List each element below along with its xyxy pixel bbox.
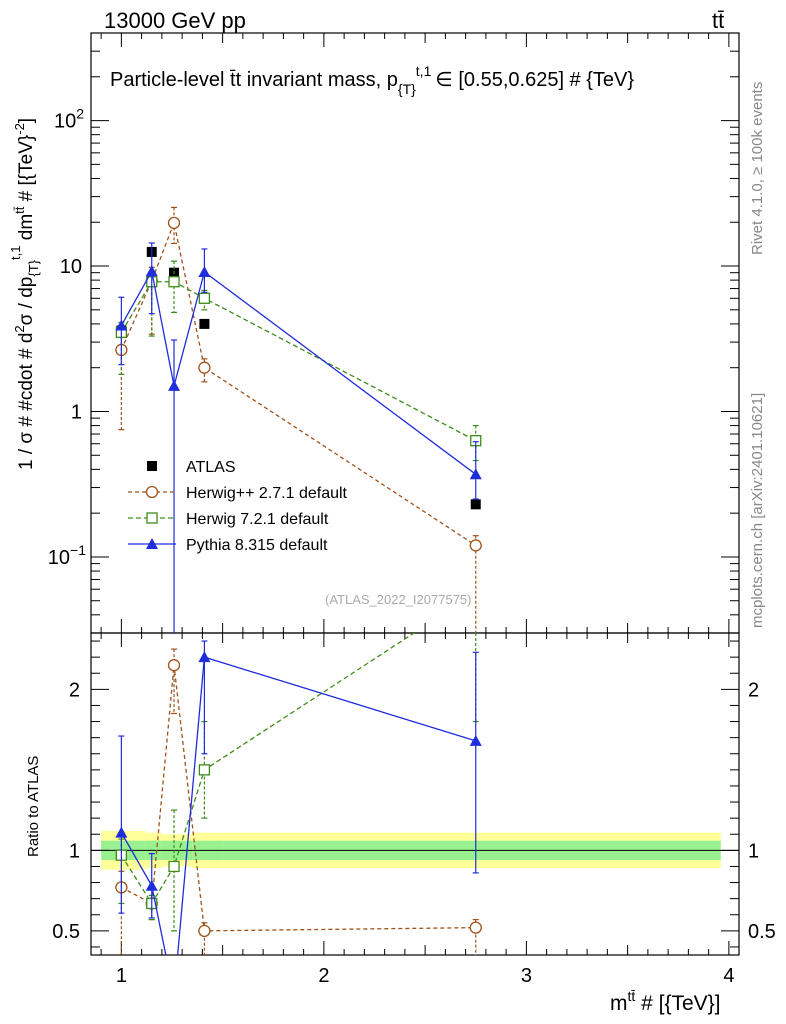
y-tick-label: 10−1	[48, 542, 86, 569]
legend-label: ATLAS	[186, 459, 236, 476]
x-tick-label: 4	[723, 965, 734, 987]
data-point-ratio	[168, 860, 180, 873]
ratio-tick-label-right: 1	[748, 840, 759, 862]
ratio-tick-label-right: 2	[748, 679, 759, 701]
data-point-ratio	[469, 921, 482, 934]
legend-entry: Herwig++ 2.7.1 default	[128, 485, 348, 502]
legend-entry: ATLAS	[147, 459, 236, 476]
data-point-ratio	[469, 734, 482, 746]
legend-entry: Pythia 8.315 default	[128, 537, 328, 554]
data-point-main	[199, 318, 210, 329]
data-point-ratio	[145, 879, 158, 891]
legend-label: Herwig 7.2.1 default	[186, 511, 329, 528]
data-point-main	[470, 499, 481, 510]
series-pythia-8-315-default	[115, 242, 482, 955]
y-tick-label: 102	[54, 106, 84, 133]
y-tick-label: 10	[60, 256, 82, 278]
data-point-main	[145, 265, 158, 277]
legend-marker	[145, 485, 159, 499]
x-tick-label: 3	[521, 965, 532, 987]
legend: ATLAS Herwig++ 2.7.1 default Herwig 7.2.1 …	[128, 459, 348, 554]
data-point-main	[198, 265, 211, 277]
side-text-mcplots: mcplots.cern.ch [arXiv:2401.10621]	[749, 393, 766, 628]
ratio-y-axis-label: Ratio to ATLAS	[25, 756, 42, 857]
series-line-main	[120, 220, 477, 546]
data-point-main	[168, 276, 180, 288]
data-point-main	[167, 216, 181, 230]
y-tick-label: 1	[71, 401, 82, 423]
series-line-ratio	[120, 656, 476, 955]
ratio-tick-label-left: 1	[69, 840, 80, 862]
data-point-main	[469, 468, 482, 480]
header-right: tt̄	[712, 8, 724, 33]
ratio-tick-label-left: 0.5	[52, 921, 80, 943]
data-point-main	[198, 292, 211, 304]
axes-ticks: 1 2 3 4 10−1 1 10 102 0.5 0.5 1 1 2 2	[48, 32, 776, 987]
ratio-tick-label-right: 0.5	[748, 921, 776, 943]
x-axis-label: mtt̄ # [{TeV}]	[610, 988, 721, 1015]
legend-label: Herwig++ 2.7.1 default	[186, 485, 348, 502]
data-point-main	[469, 539, 482, 552]
data-point-main	[168, 379, 181, 391]
x-tick-label: 2	[318, 965, 329, 987]
header-left: 13000 GeV pp	[104, 8, 246, 33]
ratio-plot-frame	[90, 632, 740, 956]
data-point-ratio	[198, 764, 211, 776]
data-point-ratio	[198, 651, 211, 663]
data-point-main	[115, 319, 128, 331]
data-series	[115, 206, 482, 955]
data-point-ratio	[115, 826, 128, 838]
plot-title: Particle-level t̄t invariant mass, p{T}t…	[110, 63, 634, 97]
legend-marker	[146, 538, 158, 549]
legend-label: Pythia 8.315 default	[186, 537, 328, 554]
side-text-rivet: Rivet 4.1.0, ≥ 100k events	[749, 82, 766, 255]
legend-entry: Herwig 7.2.1 default	[128, 511, 329, 528]
data-point-ratio	[198, 924, 211, 937]
y-axis-label: 1 / σ # #cdot # d2σ / dp{T}t,1 dmtt̄ # […	[8, 118, 41, 470]
legend-marker	[147, 461, 157, 471]
ratio-tick-label-left: 2	[69, 679, 80, 701]
legend-marker	[146, 512, 158, 524]
data-point-main	[198, 361, 211, 374]
x-tick-label: 1	[116, 965, 127, 987]
analysis-watermark: (ATLAS_2022_I2077575)	[325, 592, 471, 607]
data-point-ratio	[167, 659, 181, 672]
